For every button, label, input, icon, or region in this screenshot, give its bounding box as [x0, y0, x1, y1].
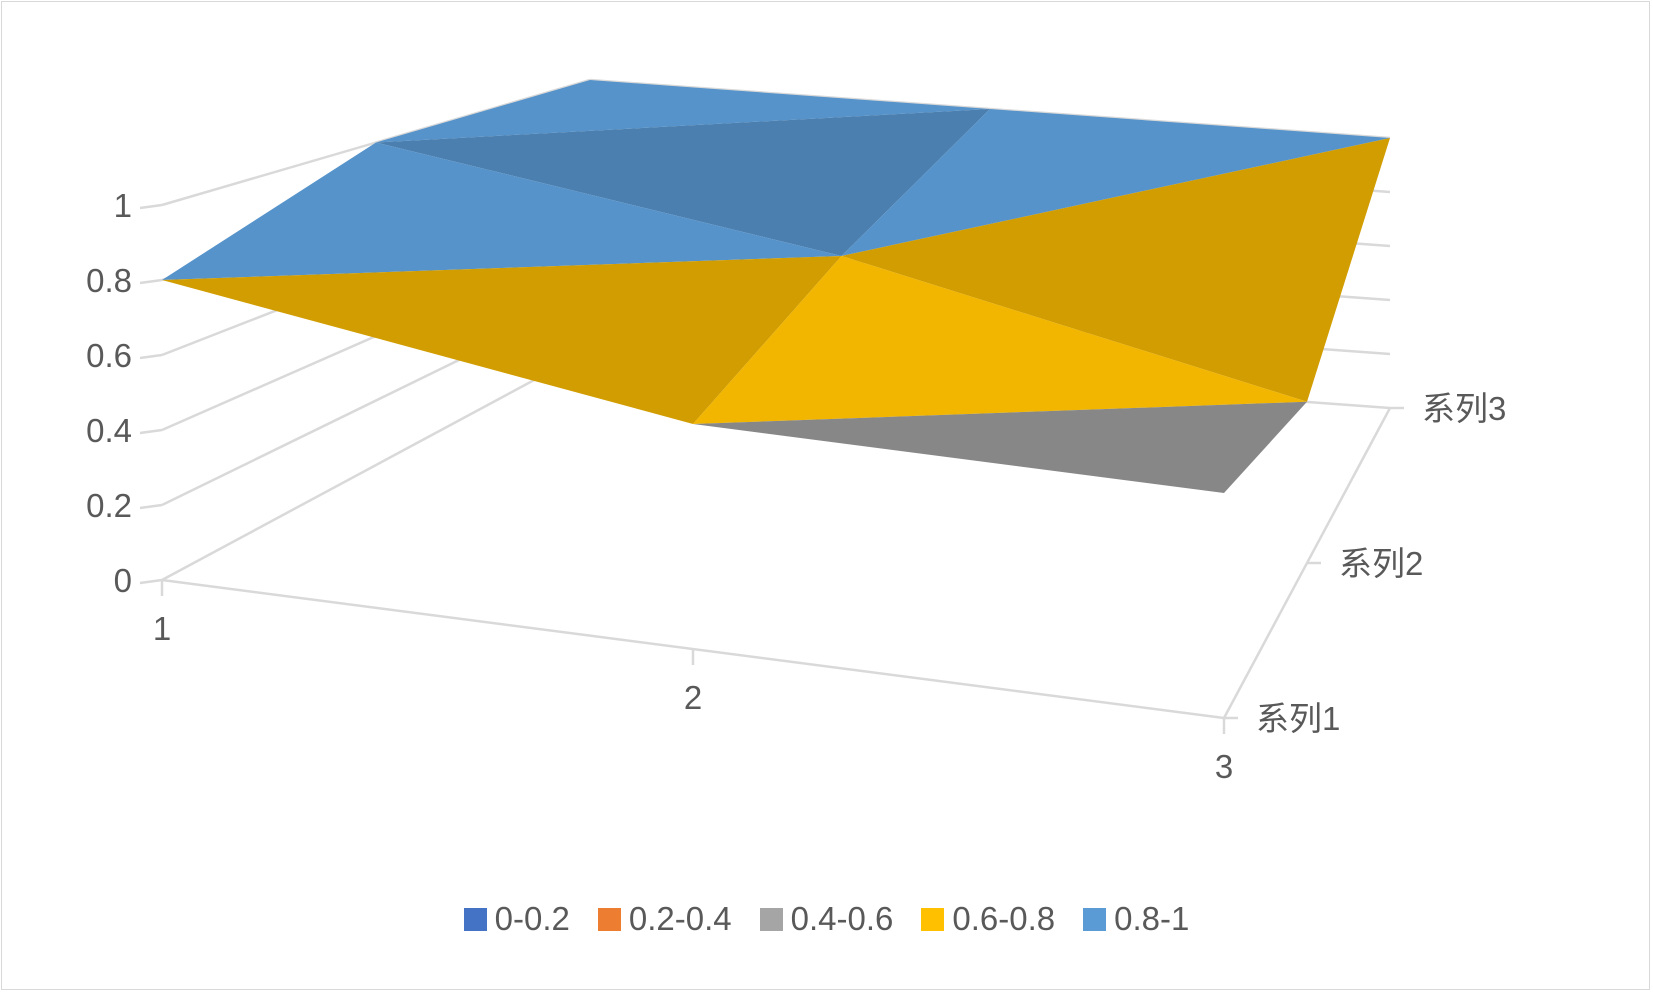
value-tick — [139, 503, 163, 510]
surface-facet — [162, 142, 842, 280]
surface-layer — [162, 80, 1390, 493]
surface-facet — [376, 80, 990, 143]
value-tick — [139, 353, 163, 360]
legend-item: 0.2-0.4 — [597, 900, 732, 938]
legend-label: 0.6-0.8 — [952, 900, 1056, 937]
value-tick-label: 0 — [114, 562, 132, 599]
value-tick-label: 0.2 — [86, 487, 132, 524]
value-tick — [139, 203, 163, 210]
surface-facet — [841, 109, 1390, 256]
value-tick — [139, 578, 163, 585]
value-tick-label: 0.8 — [86, 262, 132, 299]
value-tick-label: 0.6 — [86, 337, 132, 374]
legend-item: 0.4-0.6 — [759, 900, 894, 938]
value-tick — [139, 278, 163, 285]
surface-facet — [841, 138, 1390, 402]
surface-facet — [162, 256, 842, 424]
category-tick-label: 1 — [153, 610, 171, 647]
depth-tick-label: 系列3 — [1422, 390, 1506, 427]
value-tick — [139, 428, 163, 435]
surface-facet — [693, 256, 1307, 424]
surface-facet — [693, 401, 1307, 493]
legend-item: 0-0.2 — [463, 900, 570, 938]
label-layer: 0 0.2 0.4 0.6 0.8 1 1 2 3 系列1 系列2 系列3 — [86, 187, 1506, 785]
legend-label: 0.2-0.4 — [628, 900, 732, 937]
legend-swatch — [921, 907, 945, 931]
legend-item: 0.6-0.8 — [921, 900, 1055, 938]
depth-tick-label: 系列2 — [1339, 545, 1423, 582]
legend-label: 0.8-1 — [1114, 900, 1190, 937]
legend-label: 0-0.2 — [494, 900, 570, 937]
category-tick-label: 3 — [1215, 748, 1233, 785]
depth-tick-label: 系列1 — [1256, 700, 1340, 737]
legend-item: 0.8-1 — [1083, 900, 1189, 938]
surface-facet — [376, 109, 990, 256]
legend-label: 0.4-0.6 — [790, 900, 894, 937]
axis-layer — [139, 203, 1404, 734]
value-tick-label: 0.4 — [86, 412, 132, 449]
legend-swatch — [759, 907, 783, 931]
legend-swatch — [1083, 907, 1107, 931]
gridline-left — [161, 348, 591, 582]
legend-swatch — [463, 907, 487, 931]
category-tick-label: 2 — [684, 679, 702, 716]
legend-swatch — [597, 907, 621, 931]
value-tick-label: 1 — [114, 187, 132, 224]
legend: 0-0.2 0.2-0.4 0.4-0.6 0.6-0.8 0.8-1 — [0, 900, 1653, 938]
